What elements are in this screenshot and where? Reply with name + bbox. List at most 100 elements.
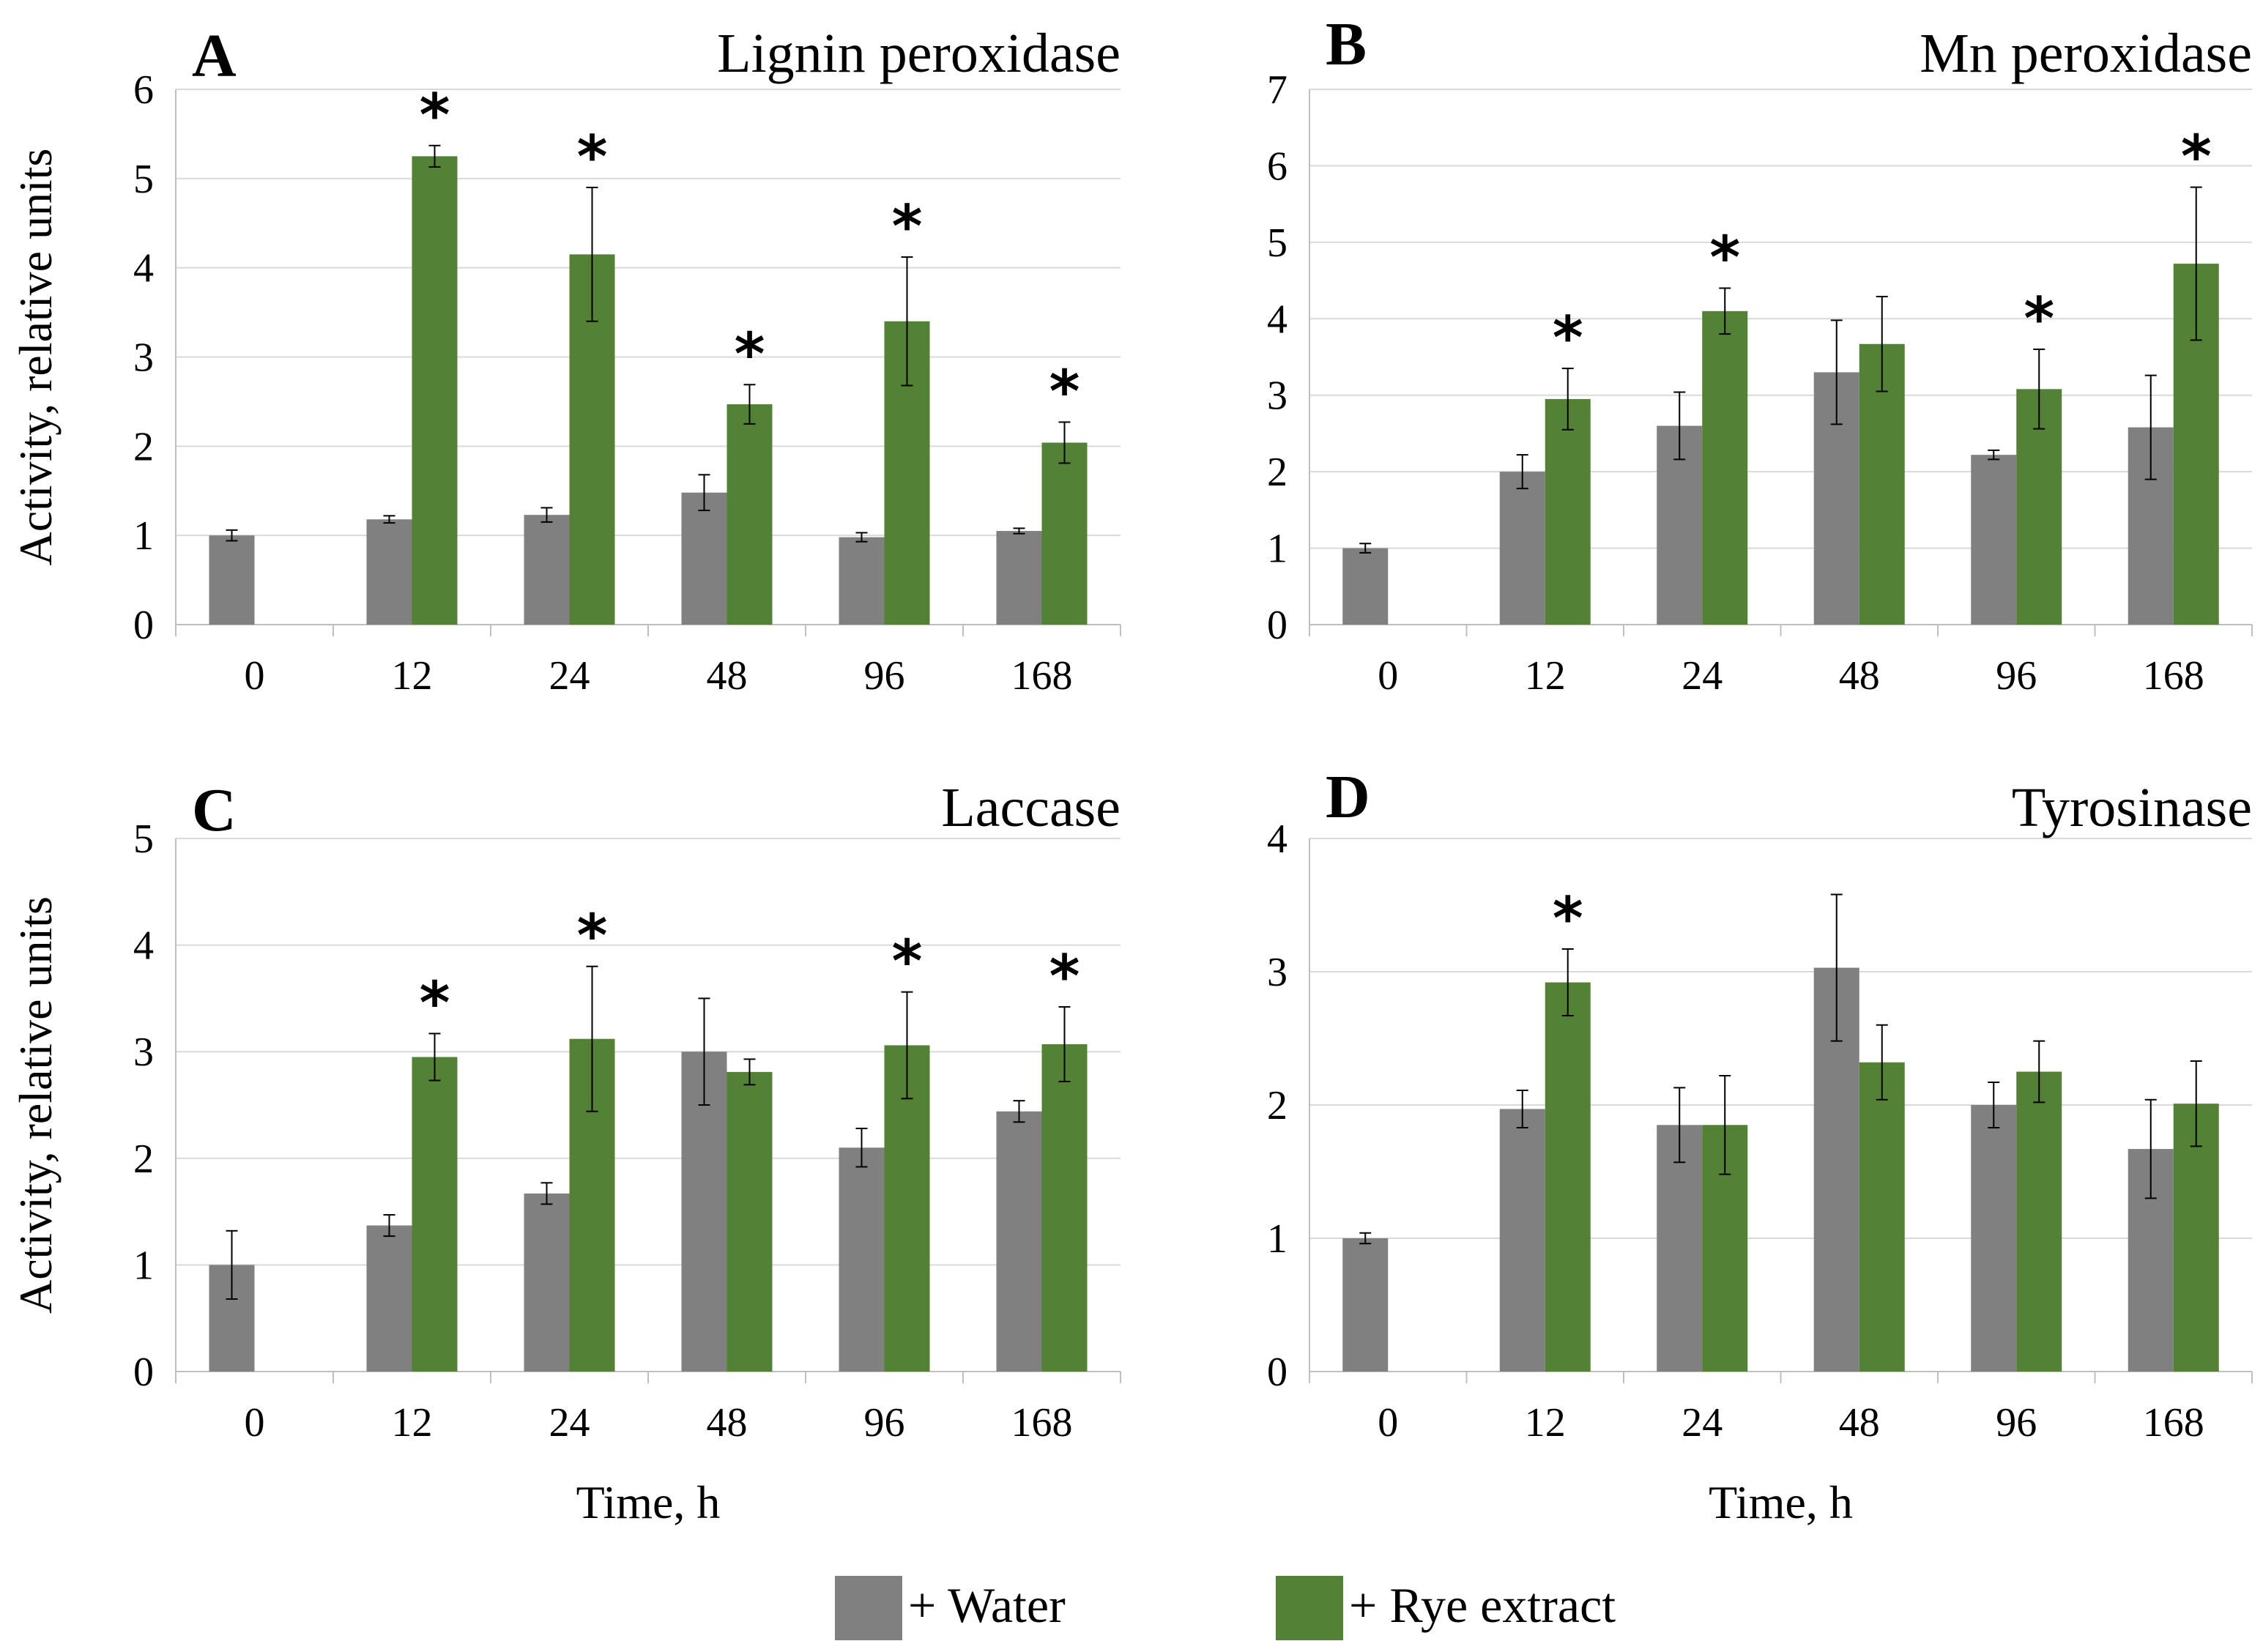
y-tick-label: 2 <box>133 1136 154 1182</box>
bar-rye <box>884 1045 930 1372</box>
x-tick-label: 96 <box>1996 653 2037 699</box>
x-tick-label: 48 <box>1839 653 1880 699</box>
significance-marker: * <box>1049 942 1080 1011</box>
bar-water <box>839 1147 885 1372</box>
x-tick-label: 0 <box>245 1400 265 1446</box>
x-axis-title: Time, h <box>576 1476 721 1528</box>
y-tick-label: 6 <box>1267 144 1287 189</box>
x-tick-label: 168 <box>1011 1400 1073 1446</box>
y-tick-label: 0 <box>1267 603 1287 648</box>
y-tick-label: 2 <box>1267 450 1287 495</box>
y-tick-label: 1 <box>1267 1216 1287 1262</box>
y-tick-label: 0 <box>133 1350 154 1395</box>
bar-water <box>366 519 412 625</box>
panel-letter: A <box>192 22 237 90</box>
x-tick-label: 24 <box>549 653 590 699</box>
legend-label-rye: + Rye extract <box>1349 1577 1616 1633</box>
bar-water <box>1971 1105 2017 1372</box>
x-tick-label: 168 <box>2143 1400 2204 1446</box>
panel-title: Lignin peroxidase <box>717 23 1121 84</box>
y-tick-label: 4 <box>1267 816 1287 862</box>
x-tick-label: 96 <box>864 653 905 699</box>
significance-marker: * <box>1709 224 1740 292</box>
bar-water <box>1342 1238 1389 1372</box>
y-tick-label: 2 <box>133 424 154 469</box>
bar-rye <box>412 1057 458 1372</box>
bar-water <box>1499 472 1545 625</box>
significance-marker: * <box>892 193 923 261</box>
panel-title: Tyrosinase <box>2012 777 2252 838</box>
x-tick-label: 12 <box>1525 653 1566 699</box>
bar-water <box>1971 455 2017 625</box>
legend-label-water: + Water <box>908 1577 1066 1633</box>
x-tick-label: 0 <box>245 653 265 699</box>
panel-letter: D <box>1326 763 1370 831</box>
x-tick-label: 96 <box>864 1400 905 1446</box>
x-axis-title: Time, h <box>1709 1476 1853 1528</box>
x-tick-label: 12 <box>392 653 433 699</box>
y-tick-label: 1 <box>133 513 154 559</box>
y-tick-label: 4 <box>133 246 154 291</box>
significance-marker: * <box>735 320 765 388</box>
y-tick-label: 5 <box>133 816 154 862</box>
y-tick-label: 5 <box>1267 220 1287 266</box>
significance-marker: * <box>577 123 608 191</box>
bar-water <box>996 1111 1042 1372</box>
legend-swatch-water <box>835 1576 902 1640</box>
significance-marker: * <box>2024 285 2054 353</box>
significance-marker: * <box>1553 885 1583 953</box>
bar-rye <box>1545 982 1591 1372</box>
x-tick-label: 48 <box>707 1400 748 1446</box>
significance-marker: * <box>577 902 608 970</box>
x-tick-label: 168 <box>2143 653 2204 699</box>
y-tick-label: 1 <box>1267 527 1287 572</box>
y-tick-label: 6 <box>133 67 154 113</box>
y-tick-label: 3 <box>1267 373 1287 419</box>
x-tick-label: 48 <box>707 653 748 699</box>
bar-rye <box>727 1071 773 1372</box>
x-tick-label: 168 <box>1011 653 1073 699</box>
x-tick-label: 96 <box>1996 1400 2037 1446</box>
panel-letter: B <box>1326 10 1367 78</box>
x-tick-label: 48 <box>1839 1400 1880 1446</box>
x-tick-label: 12 <box>392 1400 433 1446</box>
y-tick-label: 4 <box>1267 297 1287 342</box>
y-tick-label: 7 <box>1267 67 1287 113</box>
significance-marker: * <box>420 969 450 1037</box>
bar-water <box>839 537 885 625</box>
significance-marker: * <box>420 81 450 149</box>
x-tick-label: 24 <box>1682 1400 1723 1446</box>
bar-water <box>681 492 727 625</box>
significance-marker: * <box>892 928 923 996</box>
y-tick-label: 1 <box>133 1243 154 1288</box>
x-tick-label: 0 <box>1378 653 1398 699</box>
x-tick-label: 12 <box>1525 1400 1566 1446</box>
bar-rye <box>412 156 458 625</box>
legend: + Water + Rye extract <box>835 1576 1616 1640</box>
bar-water <box>524 515 570 625</box>
panel-letter: C <box>192 776 237 844</box>
y-tick-label: 3 <box>1267 950 1287 995</box>
y-tick-label: 2 <box>1267 1083 1287 1128</box>
y-tick-label: 3 <box>133 1030 154 1075</box>
significance-marker: * <box>1049 357 1080 425</box>
significance-marker: * <box>2181 123 2212 191</box>
bar-rye <box>2173 1104 2219 1372</box>
bar-rye <box>727 404 773 625</box>
bar-water <box>366 1225 412 1372</box>
y-axis-title: Activity, relative units <box>10 896 62 1314</box>
bar-rye <box>1545 398 1591 625</box>
x-tick-label: 24 <box>1682 653 1723 699</box>
bar-rye <box>1702 310 1748 625</box>
bar-rye <box>1859 1062 1905 1372</box>
bar-rye <box>1041 442 1088 625</box>
bar-water <box>1657 1125 1703 1372</box>
significance-marker: * <box>1553 304 1583 372</box>
y-axis-title: Activity, relative units <box>10 149 62 566</box>
